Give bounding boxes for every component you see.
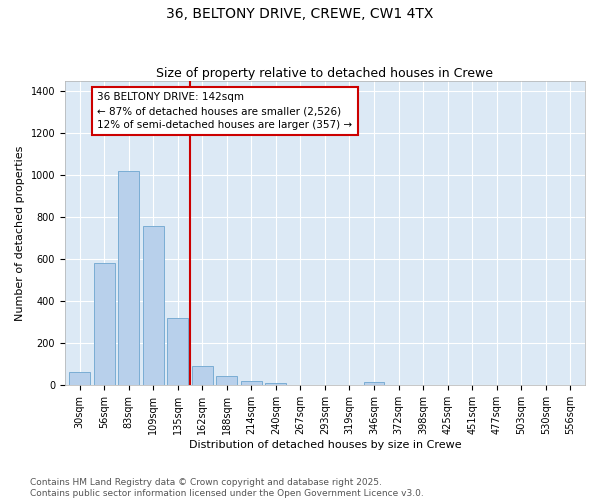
Bar <box>94 264 115 386</box>
Bar <box>118 171 139 386</box>
Bar <box>167 318 188 386</box>
Bar <box>69 372 90 386</box>
Bar <box>364 382 385 386</box>
Title: Size of property relative to detached houses in Crewe: Size of property relative to detached ho… <box>157 66 493 80</box>
Bar <box>265 382 286 386</box>
Bar <box>143 226 164 386</box>
Bar <box>217 376 237 386</box>
Bar <box>192 366 213 386</box>
Text: Contains HM Land Registry data © Crown copyright and database right 2025.
Contai: Contains HM Land Registry data © Crown c… <box>30 478 424 498</box>
Text: 36 BELTONY DRIVE: 142sqm
← 87% of detached houses are smaller (2,526)
12% of sem: 36 BELTONY DRIVE: 142sqm ← 87% of detach… <box>97 92 352 130</box>
Y-axis label: Number of detached properties: Number of detached properties <box>15 146 25 320</box>
Bar <box>241 380 262 386</box>
X-axis label: Distribution of detached houses by size in Crewe: Distribution of detached houses by size … <box>188 440 461 450</box>
Text: 36, BELTONY DRIVE, CREWE, CW1 4TX: 36, BELTONY DRIVE, CREWE, CW1 4TX <box>166 8 434 22</box>
